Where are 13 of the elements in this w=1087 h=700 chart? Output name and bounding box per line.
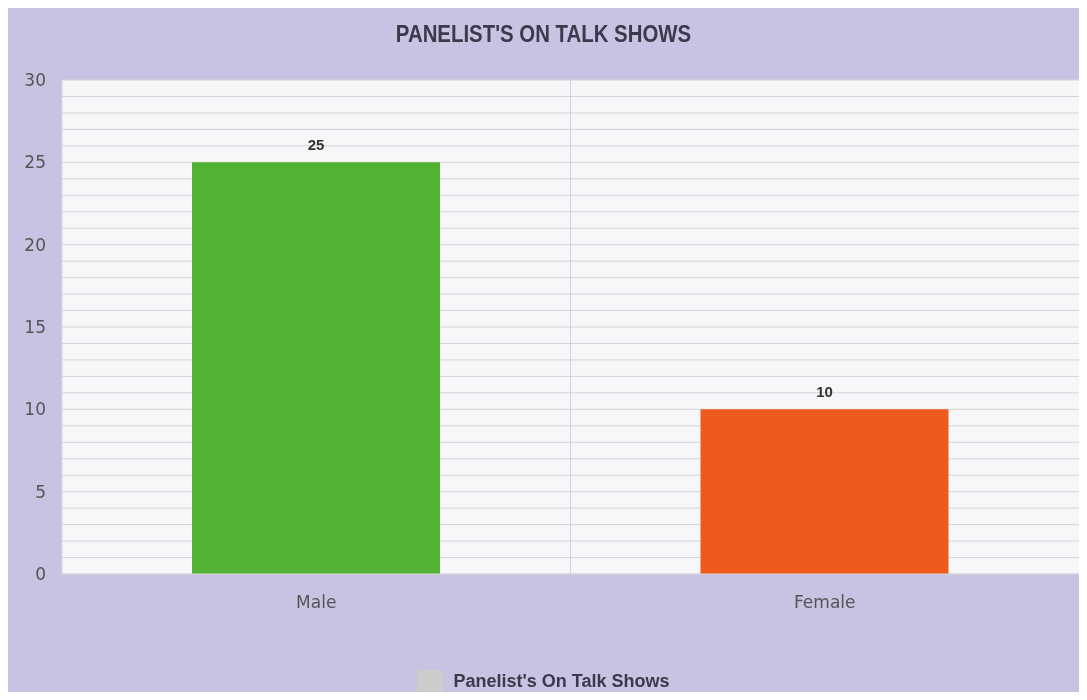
data-label: 10: [816, 383, 833, 401]
x-tick-label: Female: [794, 592, 856, 613]
y-tick-label: 25: [24, 152, 46, 173]
x-tick-label: Male: [296, 592, 337, 613]
text: Panelist's On Talk Shows: [452, 670, 670, 692]
y-tick-label: 15: [24, 317, 46, 338]
y-tick-label: 20: [24, 234, 46, 255]
y-tick-label: 30: [24, 70, 46, 91]
chart-title: PANELIST'S ON TALK SHOWS: [394, 20, 693, 48]
data-label: 25: [307, 136, 325, 154]
y-tick-label: 10: [24, 399, 46, 420]
y-tick-label: 0: [35, 564, 46, 585]
y-tick-label: 5: [35, 481, 46, 502]
